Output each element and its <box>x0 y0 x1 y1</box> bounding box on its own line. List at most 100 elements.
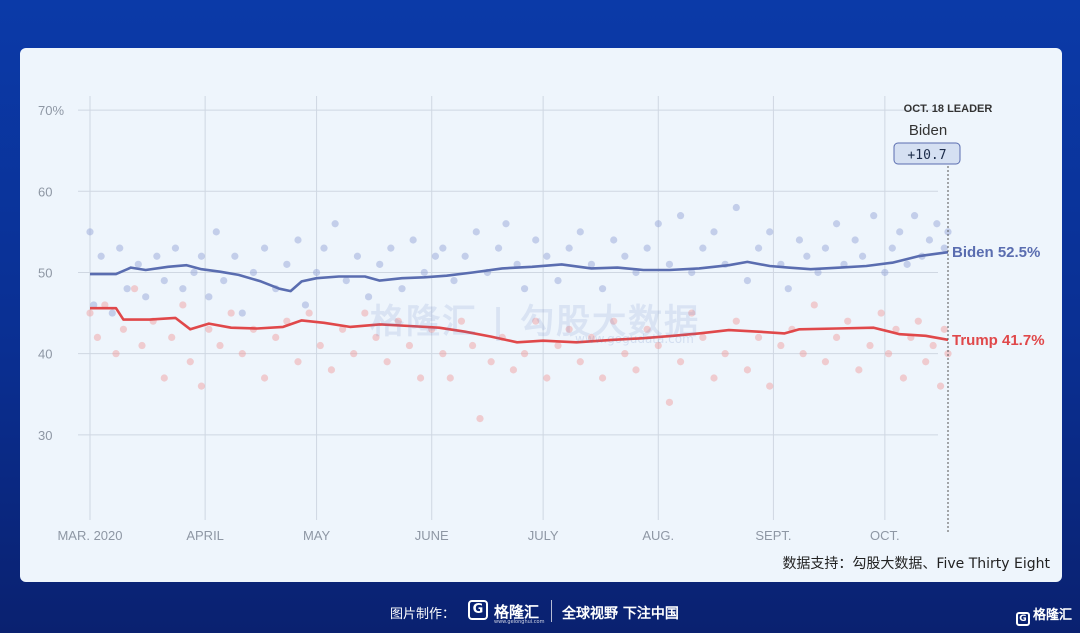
x-tick-label: OCT. <box>870 528 900 543</box>
poll-dot <box>238 350 246 358</box>
poll-dot <box>227 309 235 317</box>
series-end-label: Trump 41.7% <box>952 332 1045 349</box>
poll-dot <box>376 260 384 268</box>
y-tick-label: 50 <box>38 265 52 280</box>
trend-lines <box>90 250 949 344</box>
poll-dot <box>610 236 618 244</box>
x-tick-label: JULY <box>528 528 559 543</box>
poll-dot <box>665 260 674 268</box>
poll-dot <box>509 366 518 374</box>
footer-slogan: 全球视野 下注中国 <box>562 606 679 622</box>
footer-bar: 图片制作： G 格隆汇 www.gelonghui.com 全球视野 下注中国 <box>0 596 1080 626</box>
poll-dot <box>587 333 596 342</box>
poll-dot <box>940 325 948 333</box>
poll-dot <box>565 244 573 252</box>
poll-dot <box>446 374 454 382</box>
poll-dot <box>338 325 347 333</box>
poll-dot <box>364 293 373 301</box>
poll-dot <box>543 374 551 382</box>
trend-line <box>90 306 949 344</box>
poll-dot <box>119 325 128 333</box>
poll-dot <box>327 366 336 374</box>
poll-dot <box>90 301 98 309</box>
poll-dot <box>212 228 220 236</box>
poll-dot <box>350 350 358 358</box>
poll-dot <box>870 212 878 220</box>
poll-dot <box>272 333 280 342</box>
corner-logo-icon: G <box>1015 612 1030 626</box>
poll-dot <box>502 220 510 228</box>
poll-dot <box>832 333 841 342</box>
poll-dot <box>130 285 139 293</box>
poll-dot <box>844 317 852 325</box>
brand-logo-icon: G <box>468 600 488 620</box>
poll-dot <box>665 398 674 406</box>
poll-dot <box>936 382 945 390</box>
x-tick-label: MAR. 2020 <box>57 528 122 543</box>
leader-annotation: OCT. 18 LEADER Biden +10.7 <box>893 103 992 534</box>
poll-dot <box>940 244 948 252</box>
poll-dot <box>732 317 740 325</box>
poll-dot <box>320 244 328 252</box>
poll-dot <box>643 325 651 333</box>
x-tick-label: MAY <box>303 528 331 543</box>
poll-dot <box>610 317 618 325</box>
poll-dot <box>933 220 941 228</box>
poll-dot <box>420 268 428 277</box>
corner-logo: G 格隆汇 <box>1015 604 1072 626</box>
axis-labels: 70% 60 50 40 30 MAR. 2020 APRIL MAY JUNE JULY AUG.… <box>38 103 1045 543</box>
leader-margin: +10.7 <box>907 148 946 163</box>
poll-dot <box>383 358 391 366</box>
poll-dot <box>576 358 584 366</box>
poll-dot <box>803 252 811 260</box>
leader-name: Biden <box>909 122 947 139</box>
poll-dot <box>220 276 228 285</box>
poll-dot <box>899 374 908 382</box>
poll-dot <box>754 333 763 342</box>
poll-dot <box>903 260 911 268</box>
poll-dot <box>186 358 194 366</box>
poll-dot <box>699 244 707 252</box>
poll-dot <box>294 358 302 366</box>
poll-dot <box>520 350 529 358</box>
poll-dot <box>554 276 562 285</box>
y-tick-label: 30 <box>38 428 52 443</box>
poll-dot <box>439 244 447 252</box>
corner-logo-text: 格隆汇 <box>1032 608 1072 623</box>
poll-dot <box>944 350 952 358</box>
footer-brand-url: www.gelonghui.com <box>494 619 545 625</box>
poll-dot <box>171 244 180 252</box>
footer-credit: 图片制作： <box>390 607 456 622</box>
poll-dot <box>855 366 863 374</box>
footer-brand: 格隆汇 <box>494 603 540 621</box>
poll-dot <box>190 268 198 277</box>
y-tick-label: 60 <box>38 184 52 199</box>
watermark-url: www.gogudata.com <box>575 332 694 346</box>
poll-dot <box>394 317 402 325</box>
poll-dot <box>621 252 629 260</box>
poll-dot <box>450 276 458 285</box>
poll-dot <box>766 382 774 390</box>
poll-dot <box>922 358 930 366</box>
poll-dot <box>710 228 718 236</box>
poll-dot <box>409 236 417 244</box>
poll-dot <box>914 317 922 325</box>
x-tick-label: AUG. <box>642 528 674 543</box>
poll-dot <box>231 252 239 260</box>
poll-chart: 70% 60 50 40 30 MAR. 2020 APRIL MAY JUNE JULY AUG.… <box>38 96 1045 543</box>
poll-dot <box>160 276 168 285</box>
poll-dot <box>821 244 830 252</box>
poll-dot <box>387 244 395 252</box>
poll-dot <box>153 252 161 260</box>
poll-dot <box>416 374 425 382</box>
y-tick-label: 70% <box>38 103 64 118</box>
poll-dot <box>312 268 321 277</box>
poll-dot <box>784 285 792 293</box>
poll-dot <box>301 301 310 309</box>
poll-dot <box>138 341 146 350</box>
poll-dot <box>587 260 596 268</box>
poll-dot <box>108 309 116 317</box>
poll-dot <box>197 382 206 390</box>
poll-dot <box>688 268 696 277</box>
poll-dot <box>676 212 685 220</box>
